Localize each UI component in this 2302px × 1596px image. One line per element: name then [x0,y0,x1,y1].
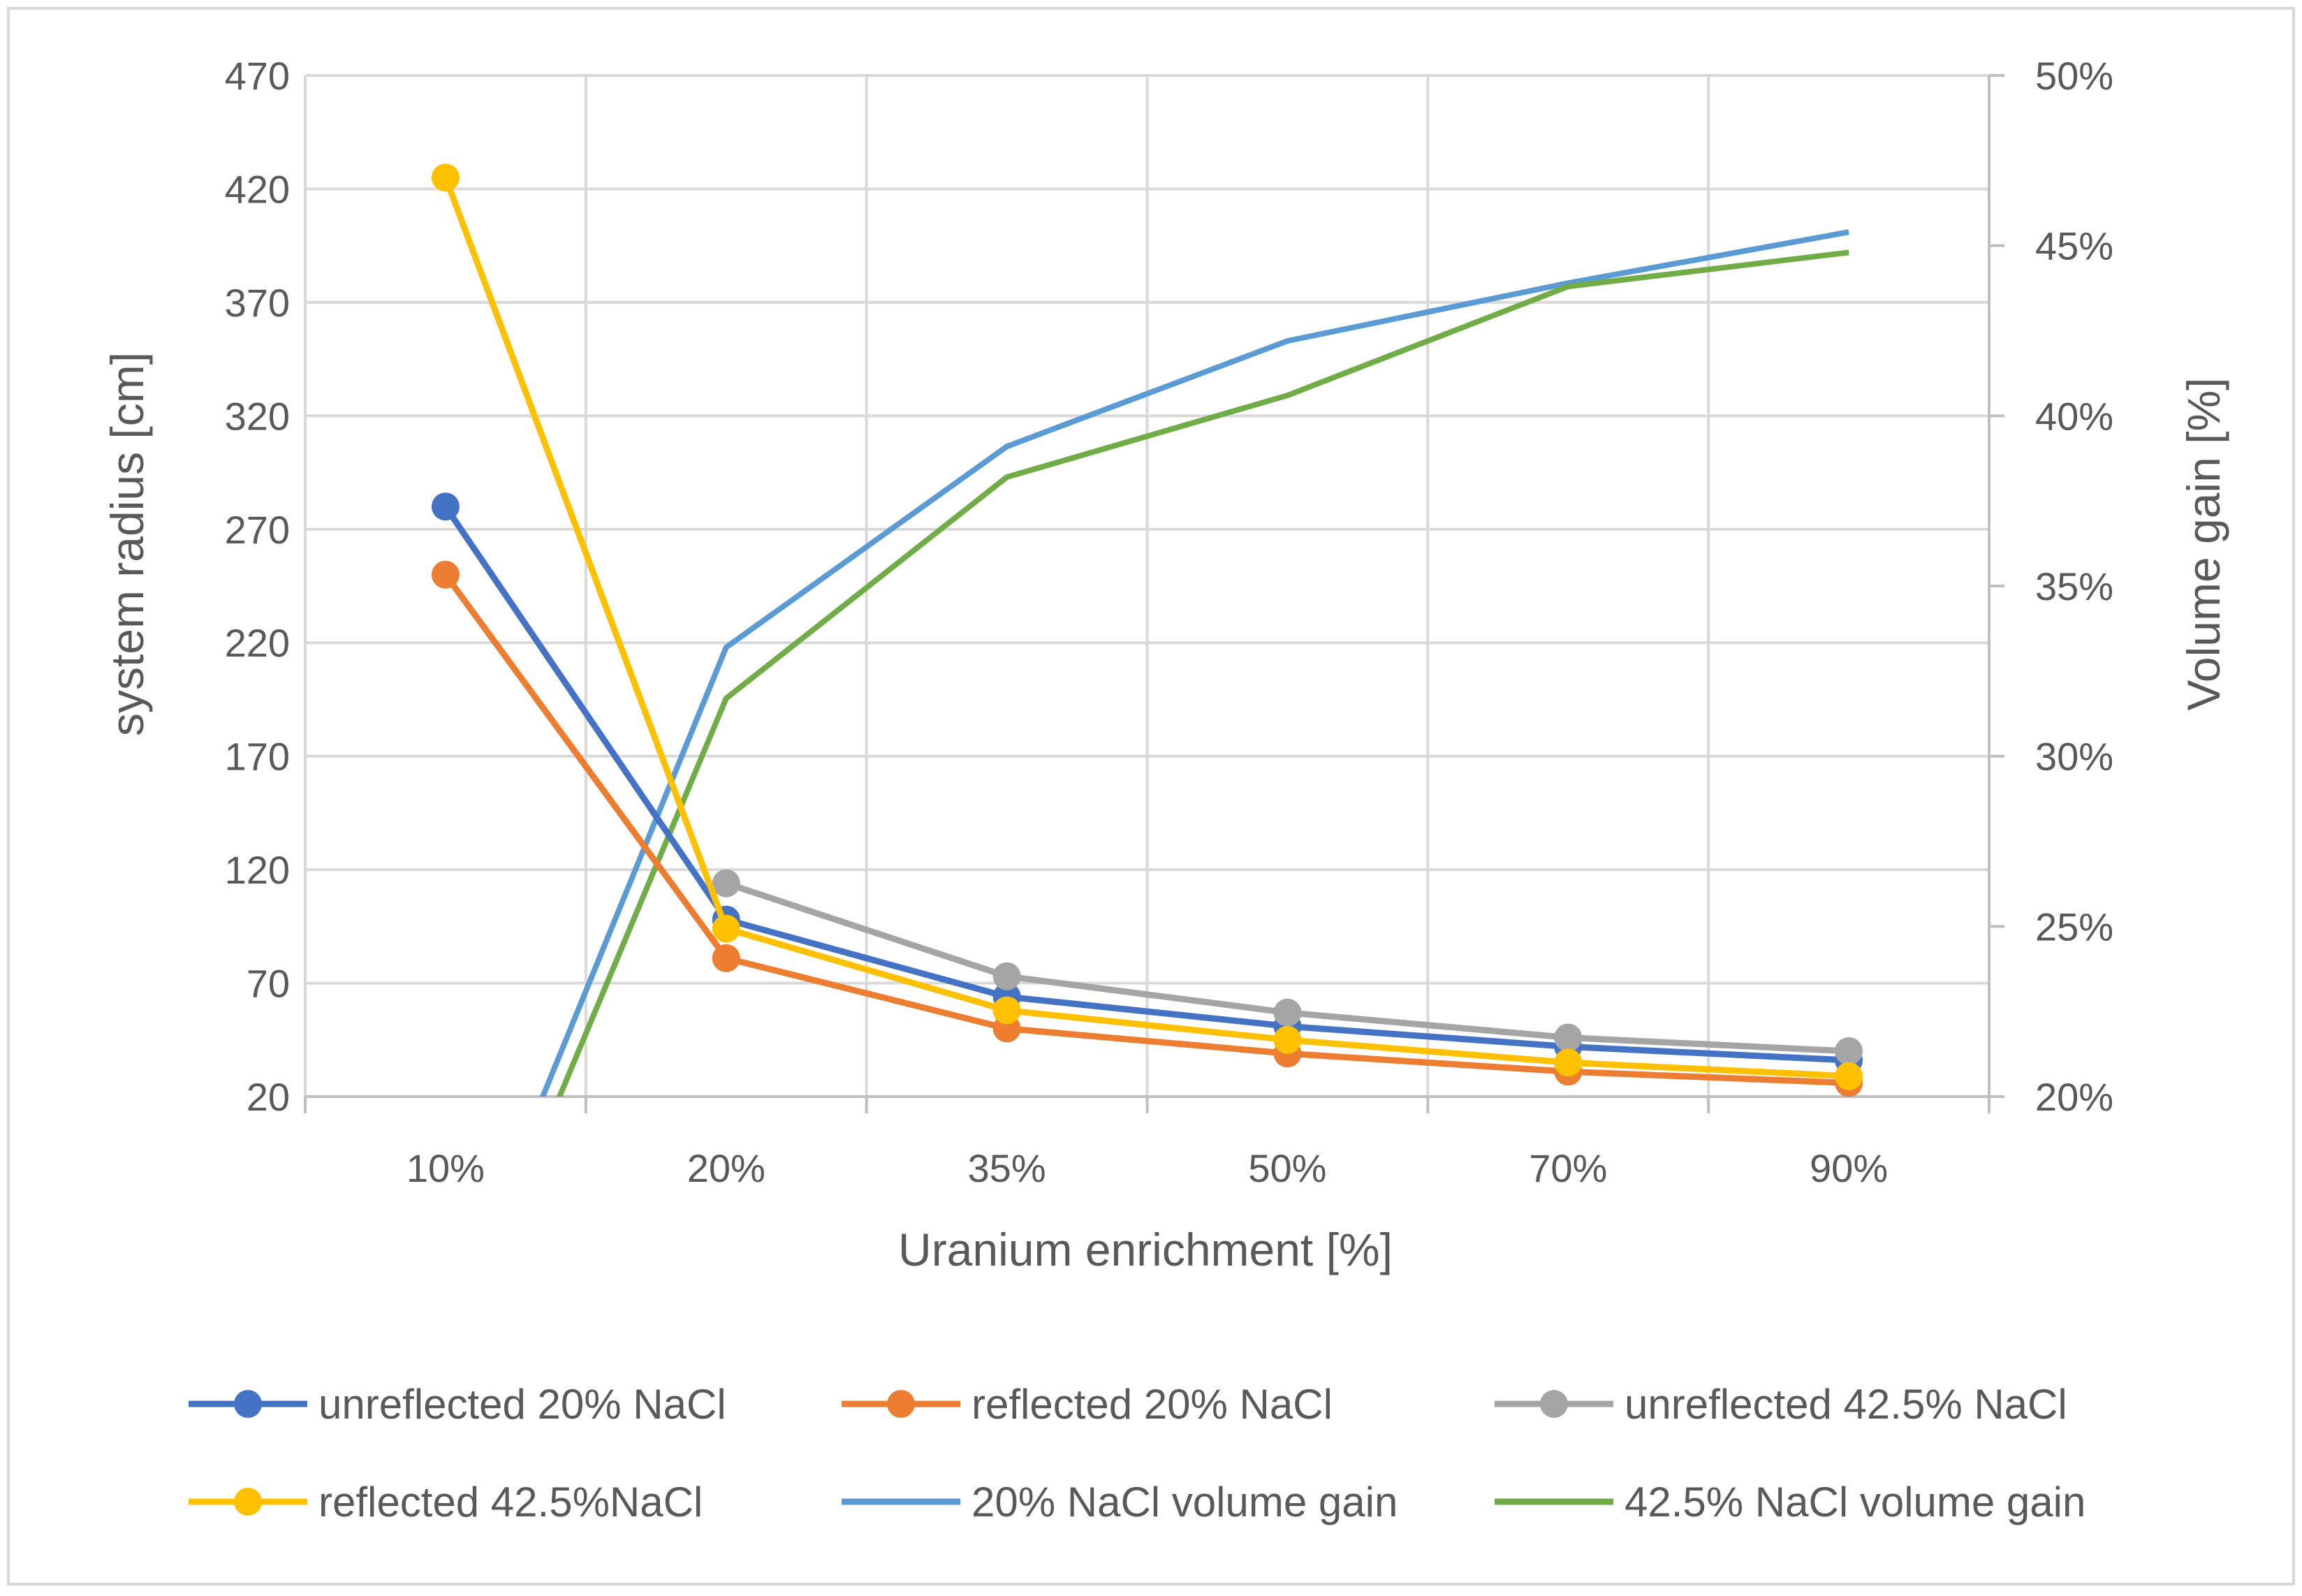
x-tick-label: 90% [1810,1146,1888,1190]
x-tick-label: 70% [1529,1146,1607,1190]
y-tick-label: 420 [225,167,290,211]
chart-border [7,7,2295,1586]
series-line [443,504,1849,1064]
data-point [712,914,740,943]
series-line [443,573,1849,1087]
y-tick-label: 370 [225,281,290,325]
x-tick-label: 35% [968,1146,1046,1190]
y2-tick-label: 50% [2035,54,2113,98]
legend: unreflected 20% NaCl reflected 20% NaCl un… [189,1381,2085,1525]
gridlines [304,74,1991,1097]
axes: 20 70 120 170 220 270 320 370 420 470 20% 25% 30% 35%… [225,54,2114,1190]
data-point [992,962,1021,990]
legend-swatch-marker [234,1390,262,1418]
legend-label: reflected 42.5%NaCl [318,1479,703,1525]
data-point [1273,1025,1302,1054]
legend-item: unreflected 42.5% NaCl [1495,1381,2067,1428]
data-point [431,492,460,521]
y-tick-label: 320 [225,394,290,438]
data-point [1835,1037,1863,1066]
data-point [712,944,740,972]
y-tick-label: 70 [247,962,290,1006]
series-line [442,176,1849,1080]
y2-tick-label: 40% [2035,394,2113,438]
x-tick-label: 10% [406,1146,485,1190]
data-point [1554,1023,1583,1052]
y2-tick-label: 45% [2035,224,2113,268]
series-4 [539,229,1849,1097]
x-axis-title: Uranium enrichment [%] [898,1224,1393,1275]
data-point [1554,1048,1583,1077]
legend-swatch-marker [234,1488,262,1516]
y-tick-label: 470 [225,54,290,98]
series-3 [431,163,1863,1090]
legend-item: unreflected 20% NaCl [189,1381,726,1428]
legend-item: 42.5% NaCl volume gain [1495,1479,2085,1525]
y-tick-label: 220 [225,621,290,665]
legend-label: unreflected 20% NaCl [318,1381,726,1428]
x-tick-label: 50% [1248,1146,1326,1190]
series-line [539,229,1849,1097]
series-2 [712,869,1863,1066]
y-tick-label: 20 [247,1075,290,1119]
y2-tick-label: 35% [2035,564,2113,608]
data-point [712,869,740,898]
legend-swatch-marker [1540,1390,1568,1418]
legend-label: unreflected 42.5% NaCl [1625,1381,2067,1428]
y2-axis-title: Volume gain [%] [2178,378,2229,711]
y-tick-label: 120 [225,848,290,892]
data-point [431,560,460,589]
legend-label: 20% NaCl volume gain [972,1479,1398,1525]
data-point [992,996,1021,1025]
y2-tick-label: 20% [2035,1075,2113,1119]
y-tick-label: 270 [225,508,290,552]
series-layer [431,163,1863,1097]
legend-item: reflected 20% NaCl [842,1381,1333,1428]
legend-label: reflected 20% NaCl [972,1381,1333,1428]
data-point [1273,998,1302,1027]
legend-label: 42.5% NaCl volume gain [1625,1479,2085,1525]
y-tick-label: 170 [225,735,290,779]
data-point [431,163,460,192]
legend-item: 20% NaCl volume gain [842,1479,1398,1525]
legend-item: reflected 42.5%NaCl [189,1479,703,1525]
x-tick-label: 20% [687,1146,765,1190]
legend-swatch-marker [887,1390,915,1418]
y2-tick-label: 30% [2035,735,2113,779]
y-axis-title: system radius [cm] [101,352,153,736]
y2-tick-label: 25% [2035,905,2113,949]
data-point [1835,1062,1863,1090]
